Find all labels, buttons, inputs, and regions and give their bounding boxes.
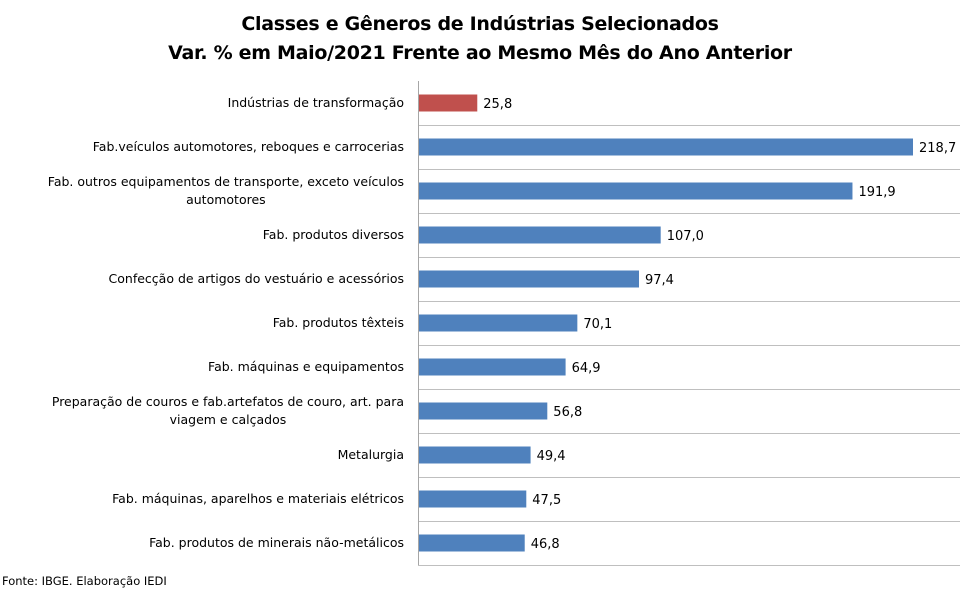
bar bbox=[419, 314, 578, 332]
category-label: Metalurgia bbox=[338, 447, 404, 462]
chart-title: Classes e Gêneros de Indústrias Selecion… bbox=[0, 10, 960, 68]
bar bbox=[419, 446, 531, 464]
category-label: Indústrias de transformação bbox=[228, 95, 404, 110]
data-label: 64,9 bbox=[572, 361, 601, 376]
data-label: 46,8 bbox=[531, 537, 560, 552]
data-label: 218,7 bbox=[919, 141, 956, 156]
data-label: 56,8 bbox=[553, 405, 582, 420]
category-label: Fab. produtos diversos bbox=[263, 227, 404, 242]
bar bbox=[419, 226, 661, 244]
category-label: Fab.veículos automotores, reboques e car… bbox=[93, 139, 404, 154]
category-label: Preparação de couros e fab.artefatos de … bbox=[52, 394, 404, 427]
data-label: 97,4 bbox=[645, 273, 674, 288]
bar bbox=[419, 534, 525, 552]
category-label: Confecção de artigos do vestuário e aces… bbox=[109, 271, 404, 286]
category-label: Fab. produtos têxteis bbox=[273, 315, 404, 330]
bar bbox=[419, 270, 640, 288]
category-label: Fab. máquinas e equipamentos bbox=[208, 359, 404, 374]
data-label: 107,0 bbox=[667, 229, 704, 244]
category-label: Fab. outros equipamentos de transporte, … bbox=[48, 174, 404, 207]
category-label: Fab. produtos de minerais não-metálicos bbox=[149, 535, 404, 550]
chart-title-line1: Classes e Gêneros de Indústrias Selecion… bbox=[241, 13, 719, 35]
data-label: 191,9 bbox=[858, 185, 895, 200]
source-note: Fonte: IBGE. Elaboração IEDI bbox=[2, 574, 167, 588]
data-label: 47,5 bbox=[532, 493, 561, 508]
data-label: 25,8 bbox=[483, 97, 512, 112]
bar bbox=[419, 182, 853, 200]
data-label: 49,4 bbox=[537, 449, 566, 464]
bar bbox=[419, 358, 566, 376]
bar bbox=[419, 94, 478, 112]
data-label: 70,1 bbox=[583, 317, 612, 332]
category-label: Fab. máquinas, aparelhos e materiais elé… bbox=[112, 491, 404, 506]
bar bbox=[419, 138, 913, 156]
bar bbox=[419, 402, 548, 420]
chart-subtitle: Var. % em Maio/2021 Frente ao Mesmo Mês … bbox=[168, 42, 792, 64]
bar bbox=[419, 490, 527, 508]
